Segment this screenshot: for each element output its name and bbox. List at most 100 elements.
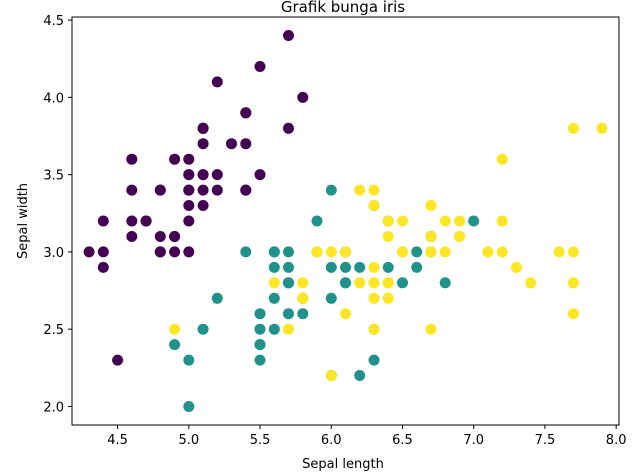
data-point-class-0 bbox=[183, 215, 195, 227]
data-point-class-2 bbox=[368, 292, 380, 304]
data-point-class-2 bbox=[382, 292, 394, 304]
y-axis-label: Sepal width bbox=[16, 183, 31, 259]
data-point-class-1 bbox=[183, 401, 195, 412]
data-point-class-1 bbox=[468, 215, 480, 227]
data-point-class-0 bbox=[197, 138, 209, 150]
data-point-class-1 bbox=[283, 246, 294, 258]
data-point-class-2 bbox=[496, 246, 508, 258]
data-point-class-0 bbox=[197, 184, 209, 196]
data-point-class-0 bbox=[97, 215, 109, 227]
data-point-class-2 bbox=[496, 215, 508, 227]
data-point-class-2 bbox=[268, 277, 280, 289]
data-point-class-0 bbox=[240, 107, 252, 119]
data-point-class-2 bbox=[368, 323, 380, 335]
data-point-class-2 bbox=[567, 122, 579, 134]
data-point-class-0 bbox=[240, 138, 252, 150]
data-point-class-0 bbox=[183, 200, 195, 211]
data-point-class-0 bbox=[169, 231, 181, 242]
data-point-class-1 bbox=[382, 261, 394, 273]
data-point-class-0 bbox=[226, 138, 237, 150]
data-point-class-0 bbox=[97, 246, 109, 258]
data-point-class-2 bbox=[397, 246, 408, 258]
data-point-class-1 bbox=[254, 308, 266, 320]
data-point-class-0 bbox=[140, 215, 152, 227]
data-point-class-2 bbox=[354, 184, 366, 196]
data-point-class-2 bbox=[325, 246, 337, 258]
data-point-class-2 bbox=[567, 308, 579, 320]
data-point-class-1 bbox=[325, 261, 337, 273]
data-point-class-2 bbox=[439, 215, 451, 227]
data-point-class-1 bbox=[197, 323, 209, 335]
points-layer bbox=[83, 30, 608, 412]
data-point-class-1 bbox=[411, 261, 423, 273]
data-point-class-2 bbox=[340, 308, 351, 320]
data-point-class-0 bbox=[169, 246, 181, 258]
data-point-class-2 bbox=[340, 246, 351, 258]
chart-title: Grafik bunga iris bbox=[281, 0, 405, 16]
data-point-class-0 bbox=[112, 354, 124, 366]
data-point-class-2 bbox=[325, 370, 337, 381]
data-point-class-0 bbox=[154, 231, 166, 242]
data-point-class-0 bbox=[169, 153, 181, 165]
x-axis-ticks: 4.5 5.0 5.5 6.0 6.5 7.0 7.5 8.0 bbox=[107, 425, 626, 448]
data-point-class-0 bbox=[126, 215, 138, 227]
data-point-class-2 bbox=[553, 246, 565, 258]
data-point-class-0 bbox=[211, 169, 223, 181]
data-point-class-1 bbox=[439, 277, 451, 289]
data-point-class-0 bbox=[126, 231, 138, 242]
data-point-class-0 bbox=[83, 246, 95, 258]
data-point-class-0 bbox=[183, 246, 195, 258]
data-point-class-0 bbox=[197, 169, 209, 181]
data-point-class-1 bbox=[325, 292, 337, 304]
x-tick-label: 8.0 bbox=[606, 433, 627, 448]
data-point-class-2 bbox=[382, 215, 394, 227]
data-point-class-1 bbox=[297, 308, 309, 320]
data-point-class-1 bbox=[169, 339, 181, 351]
x-axis-label: Sepal length bbox=[302, 457, 384, 472]
y-tick-label: 2.0 bbox=[43, 400, 64, 415]
data-point-class-1 bbox=[354, 261, 366, 273]
data-point-class-2 bbox=[496, 153, 508, 165]
data-point-class-2 bbox=[482, 246, 494, 258]
data-point-class-1 bbox=[397, 277, 408, 289]
data-point-class-0 bbox=[254, 61, 266, 72]
x-tick-label: 5.5 bbox=[250, 433, 271, 448]
x-tick-label: 5.0 bbox=[178, 433, 199, 448]
data-point-class-2 bbox=[425, 231, 437, 242]
data-point-class-0 bbox=[197, 200, 209, 211]
data-point-class-1 bbox=[283, 308, 294, 320]
y-axis-ticks: 2.0 2.5 3.0 3.5 4.0 4.5 bbox=[43, 14, 72, 415]
data-point-class-1 bbox=[240, 246, 252, 258]
data-point-class-0 bbox=[183, 184, 195, 196]
data-point-class-0 bbox=[97, 261, 109, 273]
y-tick-label: 4.5 bbox=[43, 14, 64, 29]
data-point-class-2 bbox=[567, 277, 579, 289]
data-point-class-2 bbox=[368, 277, 380, 289]
data-point-class-1 bbox=[254, 339, 266, 351]
data-point-class-2 bbox=[425, 200, 437, 211]
y-tick-label: 4.0 bbox=[43, 91, 64, 106]
x-tick-label: 6.0 bbox=[321, 433, 342, 448]
data-point-class-2 bbox=[425, 323, 437, 335]
data-point-class-0 bbox=[154, 246, 166, 258]
data-point-class-1 bbox=[268, 323, 280, 335]
data-point-class-2 bbox=[297, 277, 309, 289]
data-point-class-1 bbox=[325, 184, 337, 196]
data-point-class-0 bbox=[211, 76, 223, 88]
data-point-class-2 bbox=[368, 261, 380, 273]
x-tick-label: 4.5 bbox=[107, 433, 128, 448]
data-point-class-0 bbox=[126, 184, 138, 196]
data-point-class-0 bbox=[183, 153, 195, 165]
data-point-class-2 bbox=[382, 231, 394, 242]
data-point-class-2 bbox=[567, 246, 579, 258]
y-tick-label: 3.5 bbox=[43, 169, 64, 184]
data-point-class-2 bbox=[510, 261, 522, 273]
data-point-class-1 bbox=[340, 261, 351, 273]
data-point-class-2 bbox=[354, 277, 366, 289]
data-point-class-0 bbox=[240, 184, 252, 196]
y-tick-label: 2.5 bbox=[43, 323, 64, 338]
data-point-class-2 bbox=[425, 246, 437, 258]
data-point-class-1 bbox=[283, 261, 294, 273]
plot-frame bbox=[71, 16, 620, 426]
